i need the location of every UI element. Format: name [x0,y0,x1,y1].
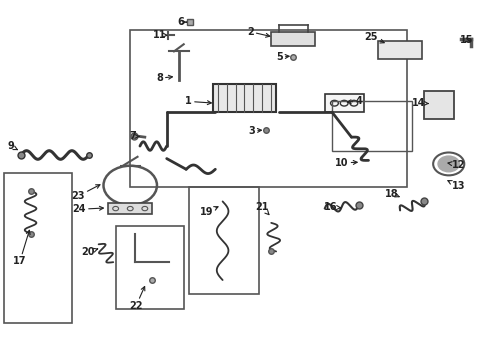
Text: 3: 3 [248,126,261,136]
Bar [4,173,72,323]
Text: 7: 7 [129,131,139,141]
FancyBboxPatch shape [424,91,453,119]
Text: 8: 8 [156,73,172,83]
FancyBboxPatch shape [108,203,152,214]
Bar [130,30,407,187]
Text: 22: 22 [129,287,144,311]
Text: 16: 16 [324,202,340,212]
Text: 14: 14 [411,98,427,108]
Text: 15: 15 [459,35,472,45]
Text: 11: 11 [152,30,166,40]
Text: 25: 25 [364,32,384,43]
Text: 4: 4 [346,96,362,107]
FancyBboxPatch shape [271,32,314,46]
Text: 17: 17 [13,230,30,266]
Text: 1: 1 [185,96,211,107]
Text: 20: 20 [81,247,98,257]
Text: 13: 13 [447,181,464,191]
Text: 24: 24 [72,204,103,214]
Text: 5: 5 [276,52,288,62]
Bar [331,102,411,152]
FancyBboxPatch shape [377,41,421,59]
Bar [116,226,183,309]
Text: 10: 10 [334,158,356,168]
FancyBboxPatch shape [212,84,276,112]
Text: 21: 21 [254,202,268,215]
Text: 23: 23 [71,185,100,201]
Circle shape [437,156,458,172]
Text: 6: 6 [177,17,186,27]
FancyBboxPatch shape [324,94,363,112]
Text: 9: 9 [8,141,18,152]
Text: 19: 19 [200,207,218,217]
Text: 12: 12 [447,159,464,170]
Text: 18: 18 [384,189,398,199]
Bar [188,187,259,294]
Text: 2: 2 [246,27,269,37]
